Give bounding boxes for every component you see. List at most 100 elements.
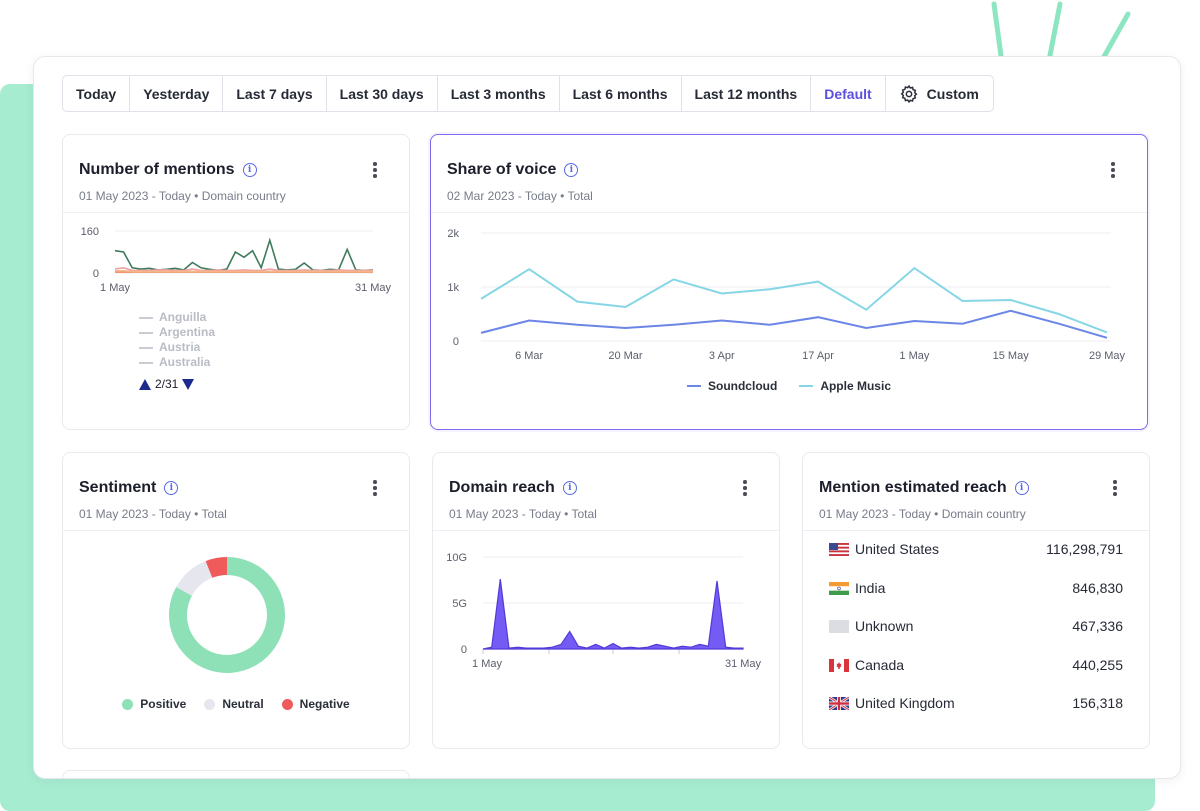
range-last-7-days[interactable]: Last 7 days (223, 76, 327, 111)
pager-text: 2/31 (155, 377, 179, 391)
triangle-up-icon[interactable] (139, 378, 151, 390)
card-subtitle: 01 May 2023 - Today • Domain country (819, 507, 1026, 521)
card-number-of-mentions: Number of mentions i 01 May 2023 - Today… (62, 134, 410, 430)
y-tick-label: 0 (93, 268, 99, 280)
share-of-voice-line-chart: 0 1k 2k 6 Mar 20 Mar 3 Apr 17 Apr 1 May 15 May 29… (447, 228, 1125, 362)
legend-item-positive[interactable]: Positive (122, 697, 186, 711)
more-options-icon[interactable] (1108, 477, 1122, 499)
card-subtitle: 01 May 2023 - Today • Total (79, 507, 227, 521)
card-share-of-voice[interactable]: Share of voice i 02 Mar 2023 - Today • T… (430, 134, 1148, 430)
more-options-icon[interactable] (738, 477, 752, 499)
legend-dot (204, 698, 216, 710)
legend-item-soundcloud[interactable]: Soundcloud (686, 379, 778, 393)
gear-icon (900, 84, 918, 103)
card-sentiment: Sentiment i 01 May 2023 - Today • Total … (62, 452, 410, 749)
legend-label: Neutral (222, 697, 264, 711)
range-last-3-months[interactable]: Last 3 months (438, 76, 560, 111)
range-yesterday[interactable]: Yesterday (130, 76, 224, 111)
country-name: United Kingdom (855, 695, 955, 711)
card-title: Sentiment (79, 479, 157, 496)
country-value: 467,336 (1072, 618, 1123, 634)
range-last-30-days[interactable]: Last 30 days (327, 76, 438, 111)
country-row: United States 116,298,791 (829, 539, 1123, 559)
info-icon[interactable]: i (564, 163, 579, 177)
sentiment-legend: Positive Neutral Negative (63, 697, 409, 711)
range-default[interactable]: Default (811, 76, 886, 111)
y-tick-label: 0 (453, 336, 459, 348)
card-divider (431, 212, 1147, 213)
dashboard-panel: Today Yesterday Last 7 days Last 30 days… (33, 56, 1181, 779)
domain-reach-area-chart: 0 5G 10G 1 May 31 May (446, 552, 761, 670)
country-value: 156,318 (1072, 695, 1123, 711)
x-tick-label: 17 Apr (802, 350, 834, 362)
more-options-icon[interactable] (368, 159, 382, 181)
legend-label: Argentina (159, 325, 216, 339)
legend-label: Negative (299, 697, 350, 711)
triangle-down-icon[interactable] (182, 378, 195, 390)
series-line (114, 237, 374, 272)
range-custom-button[interactable]: Custom (886, 76, 993, 111)
series-line (115, 270, 373, 273)
mentions-legend: Anguilla Argentina Austria Australia (139, 310, 215, 370)
gb-flag-icon (829, 696, 849, 710)
y-tick-label: 160 (81, 226, 99, 238)
legend-item[interactable]: Austria (139, 340, 215, 355)
more-options-icon[interactable] (1106, 159, 1120, 181)
legend-label: Anguilla (159, 310, 207, 324)
donut-slice (205, 557, 228, 578)
country-name: United States (855, 541, 940, 557)
more-options-icon[interactable] (368, 477, 382, 499)
ca-flag-icon (829, 658, 849, 672)
range-last-12-months[interactable]: Last 12 months (682, 76, 812, 111)
country-name: India (855, 580, 886, 596)
card-divider (63, 212, 409, 213)
info-icon[interactable]: i (1014, 481, 1029, 495)
x-tick-label: 6 Mar (515, 350, 543, 362)
country-value: 846,830 (1072, 580, 1123, 596)
legend-item-apple-music[interactable]: Apple Music (799, 379, 891, 393)
legend-swatch (686, 385, 701, 387)
legend-label: Apple Music (820, 379, 891, 393)
legend-label: Positive (140, 697, 187, 711)
card-mention-estimated-reach: Mention estimated reach i 01 May 2023 - … (802, 452, 1150, 749)
y-tick-label: 1k (447, 282, 459, 294)
country-row: Canada 440,255 (829, 655, 1123, 675)
x-tick-label: 1 May (899, 350, 929, 362)
country-row: United Kingdom 156,318 (829, 693, 1123, 713)
area-fill (482, 579, 744, 650)
country-value: 116,298,791 (1046, 541, 1123, 557)
info-icon[interactable]: i (562, 481, 577, 495)
info-icon[interactable]: i (242, 163, 257, 177)
sentiment-donut-chart (169, 557, 285, 673)
legend-label: Soundcloud (707, 379, 778, 393)
card-partial-next (62, 770, 410, 778)
card-subtitle: 02 Mar 2023 - Today • Total (447, 189, 593, 203)
x-tick-label: 3 Apr (709, 350, 735, 362)
legend-label: Austria (159, 340, 201, 354)
country-name: Unknown (855, 618, 914, 634)
series-line (480, 266, 1108, 334)
legend-item[interactable]: Australia (139, 355, 215, 370)
legend-dot (281, 698, 293, 710)
legend-swatch (799, 385, 814, 387)
legend-item[interactable]: Anguilla (139, 310, 215, 325)
card-divider (63, 530, 409, 531)
country-row: Unknown 467,336 (829, 616, 1123, 636)
info-icon[interactable]: i (164, 481, 179, 495)
unknown-flag-icon (829, 619, 849, 633)
card-title: Domain reach (449, 479, 555, 496)
card-subtitle: 01 May 2023 - Today • Total (449, 507, 597, 521)
card-title: Number of mentions (79, 161, 235, 178)
range-today[interactable]: Today (63, 76, 131, 111)
legend-item[interactable]: Argentina (139, 325, 215, 340)
legend-item-neutral[interactable]: Neutral (204, 697, 264, 711)
country-name: Canada (855, 657, 905, 673)
series-line (114, 266, 373, 272)
country-row: India 846,830 (829, 578, 1123, 598)
in-flag-icon (829, 581, 849, 595)
legend-item-negative[interactable]: Negative (281, 697, 350, 711)
range-last-6-months[interactable]: Last 6 months (560, 76, 682, 111)
card-divider (803, 530, 1149, 531)
legend-dot (122, 698, 134, 710)
x-tick-label: 1 May (472, 658, 502, 670)
